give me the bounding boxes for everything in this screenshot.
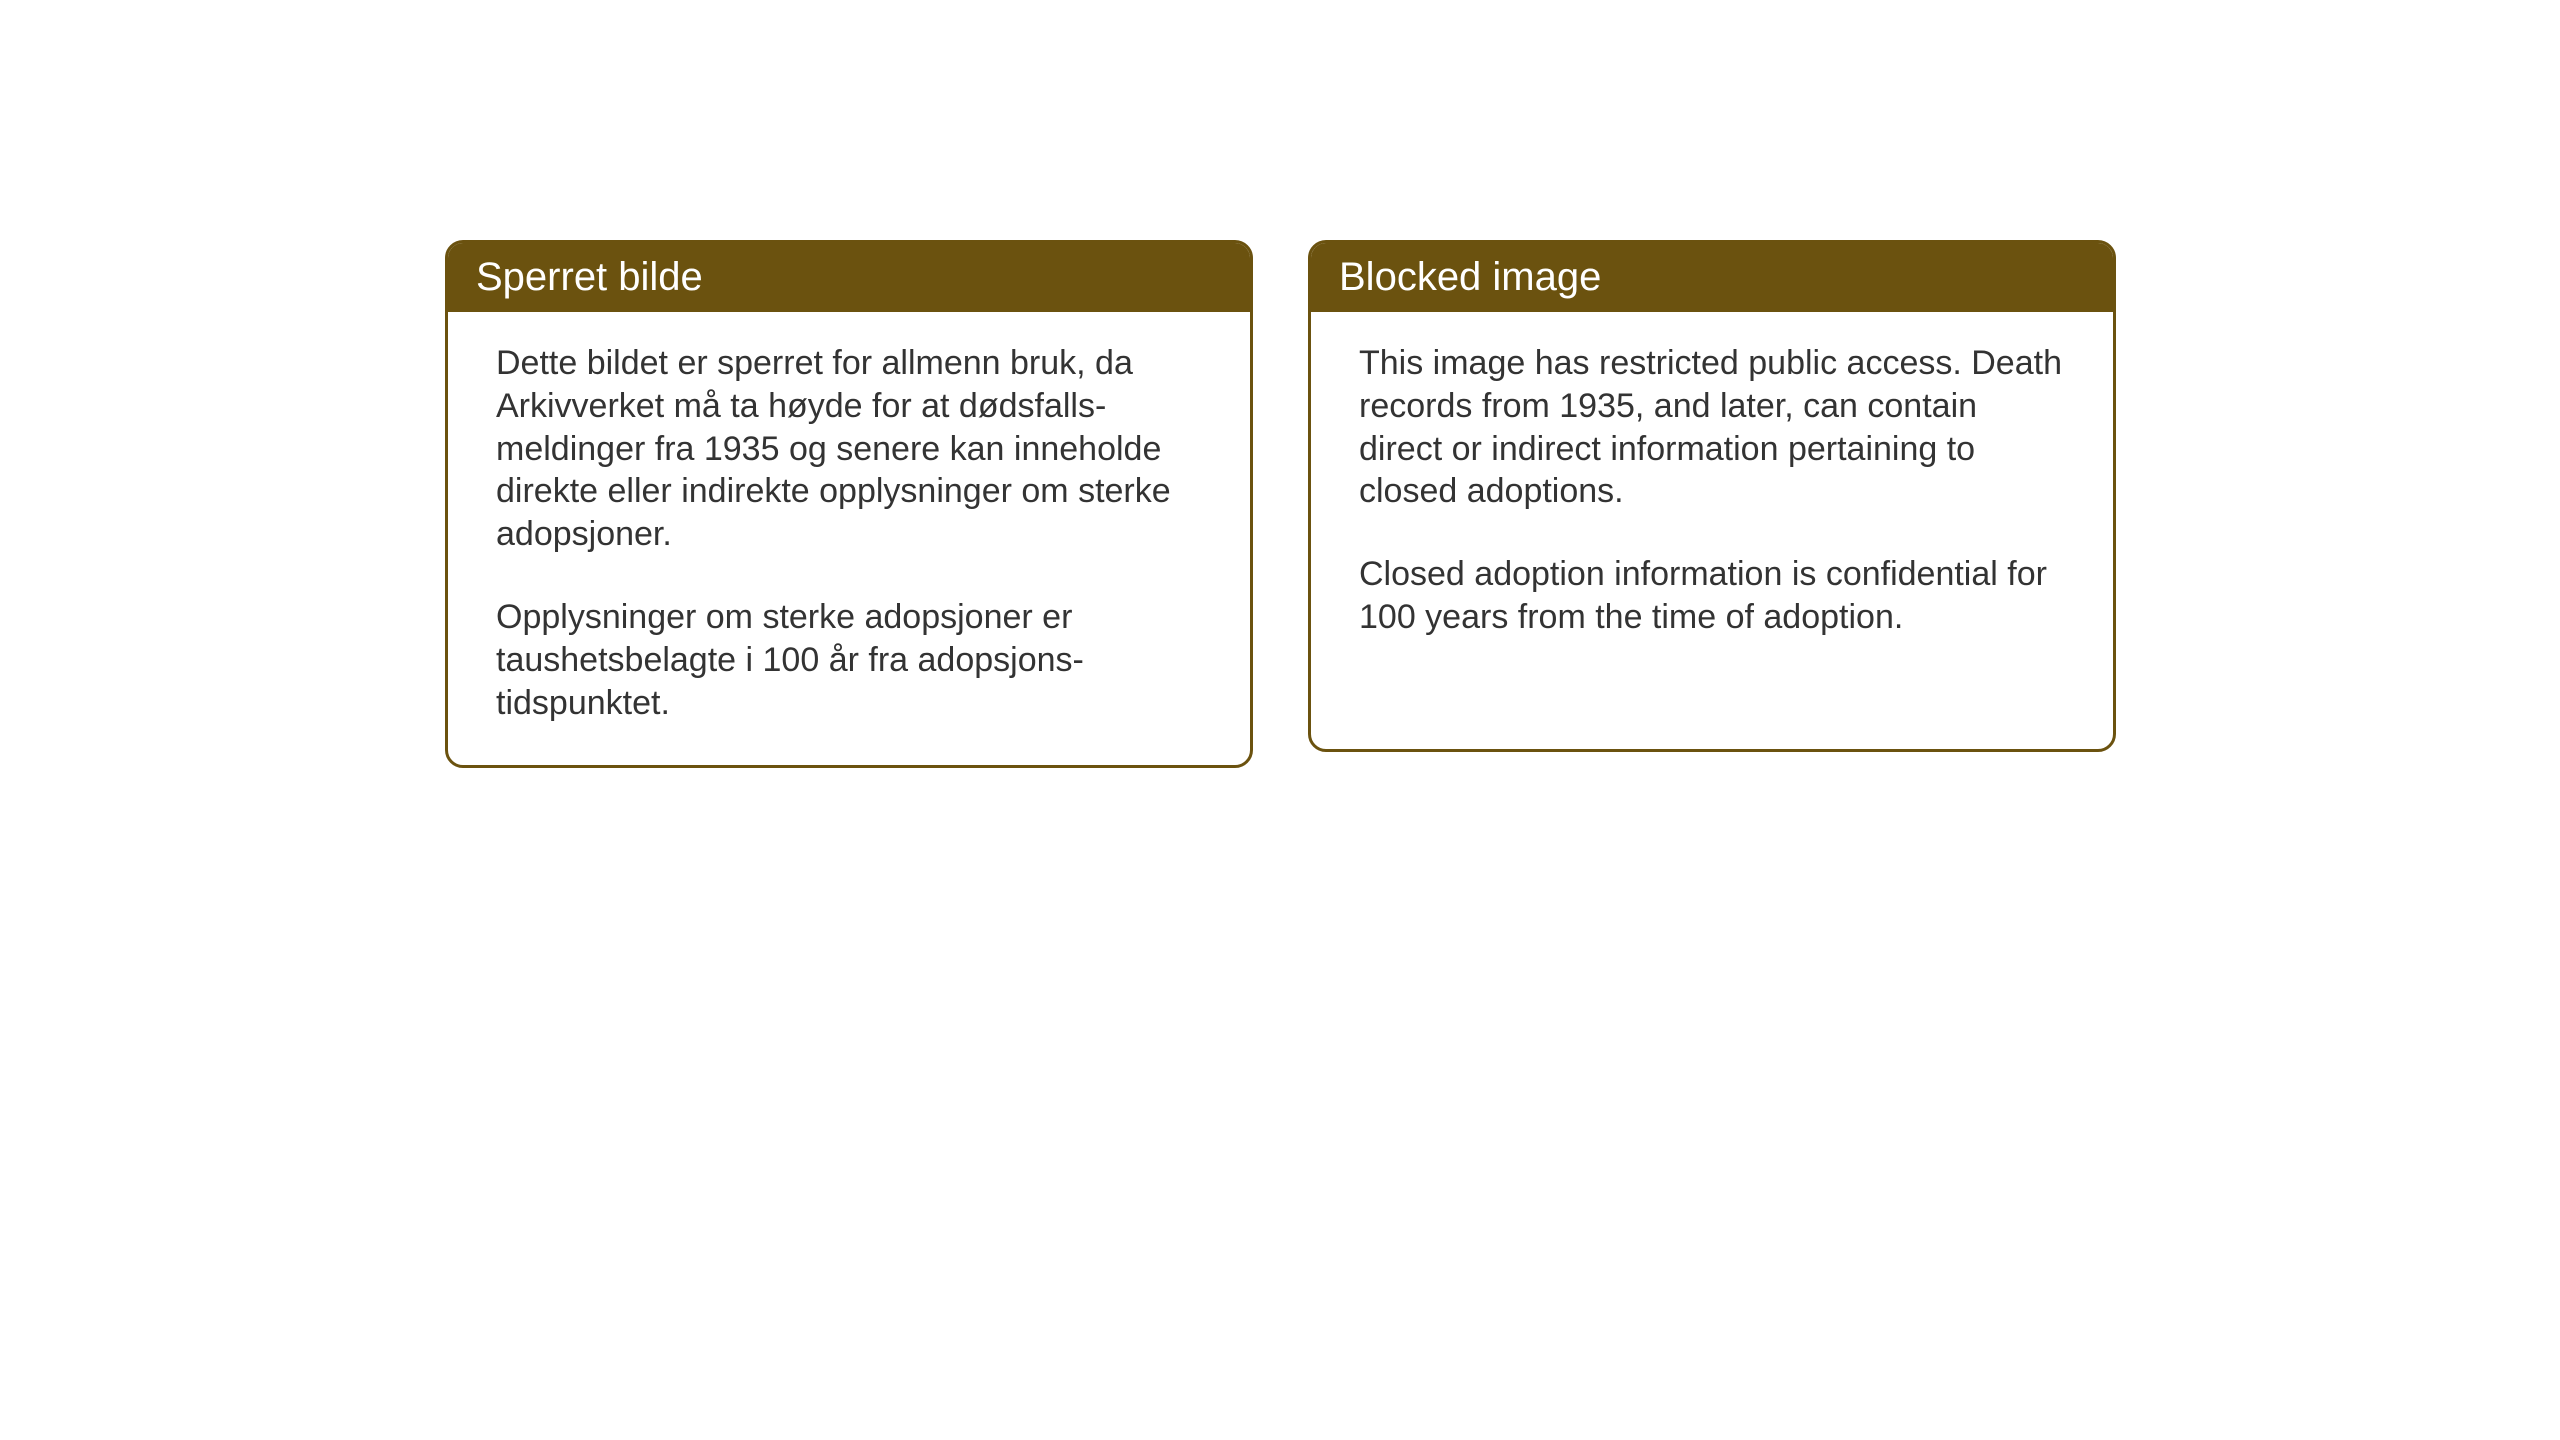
- notice-title-english: Blocked image: [1339, 255, 1601, 299]
- notice-card-english: Blocked image This image has restricted …: [1308, 240, 2116, 752]
- notice-body-english: This image has restricted public access.…: [1311, 312, 2113, 679]
- notice-paragraph-2-english: Closed adoption information is confident…: [1359, 553, 2065, 639]
- notice-paragraph-1-norwegian: Dette bildet er sperret for allmenn bruk…: [496, 342, 1202, 556]
- notice-header-english: Blocked image: [1311, 243, 2113, 312]
- notice-header-norwegian: Sperret bilde: [448, 243, 1250, 312]
- notice-body-norwegian: Dette bildet er sperret for allmenn bruk…: [448, 312, 1250, 765]
- notice-container: Sperret bilde Dette bildet er sperret fo…: [445, 240, 2116, 768]
- notice-paragraph-1-english: This image has restricted public access.…: [1359, 342, 2065, 513]
- notice-card-norwegian: Sperret bilde Dette bildet er sperret fo…: [445, 240, 1253, 768]
- notice-paragraph-2-norwegian: Opplysninger om sterke adopsjoner er tau…: [496, 596, 1202, 724]
- notice-title-norwegian: Sperret bilde: [476, 255, 703, 299]
